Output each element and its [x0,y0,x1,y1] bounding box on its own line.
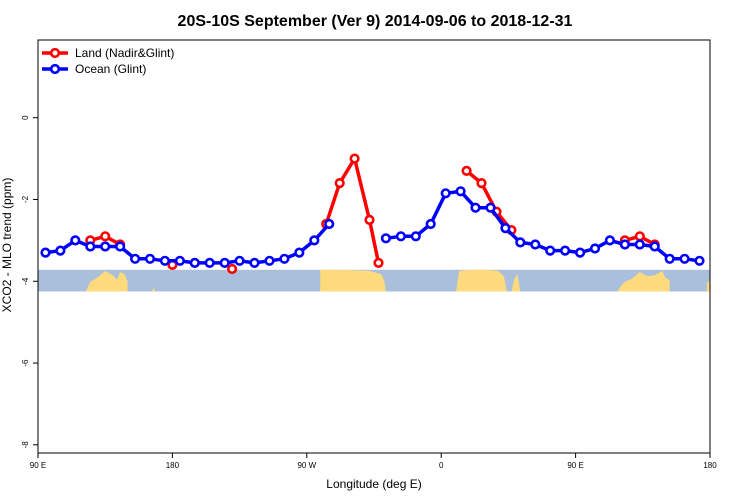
series-1-point-0-2 [70,235,81,246]
legend-label-1: Ocean (Glint) [75,62,146,76]
x-tick-label-2: 90 W [297,461,316,470]
series-1-point-1-13 [574,247,586,258]
x-axis-label: Longitude (deg E) [326,477,421,491]
series-1-point-0-17 [294,247,305,258]
series-1-point-0-5 [114,241,126,252]
map-strip-land-2 [320,269,386,292]
series-1-point-0-18 [309,235,320,246]
series-0-point-4-1 [476,178,487,189]
series-1-point-0-7 [144,253,156,264]
y-tick-label-1: -2 [21,195,30,203]
x-tick-label-1: 180 [166,461,180,470]
series-0-line-3 [324,156,381,264]
y-tick-label-4: -8 [21,441,30,449]
y-tick-label-0: 0 [21,115,30,120]
series-1-point-1-15 [604,235,616,246]
series-1-point-1-5 [455,186,466,197]
series-1-point-1-3 [425,218,436,230]
series-1-point-1-2 [410,231,421,242]
series-1-point-1-0 [380,233,392,244]
series-1 [40,186,705,269]
map-strip-land-3 [456,269,507,292]
series-1-point-0-3 [85,241,96,252]
series-1-point-0-16 [279,253,290,264]
x-tick-label-4: 90 E [567,461,583,470]
map-strip-land-0 [85,270,128,292]
series-0-point-5-1 [634,231,645,242]
legend-marker-0 [49,47,61,59]
series-1-point-0-9 [174,255,185,266]
series-1-point-1-21 [694,255,705,266]
legend: Land (Nadir&Glint) Ocean (Glint) [42,46,174,76]
series-1-point-0-8 [159,255,170,266]
series-1-point-0-4 [100,241,111,252]
y-tick-label-3: -6 [21,359,30,367]
map-strip-land-1 [151,287,155,292]
series-1-point-1-16 [619,239,631,250]
series-1-point-0-6 [130,253,141,264]
y-tick-label-2: -4 [21,277,30,285]
series-1-point-0-14 [249,257,260,269]
series-0-point-3-1 [334,178,345,189]
series-1-point-1-20 [679,253,690,264]
series-0-point-2-0 [227,263,238,275]
x-tick-label-3: 0 [439,461,444,470]
chart-title: 20S-10S September (Ver 9) 2014-09-06 to … [178,13,573,30]
x-tick-label-0: 90 E [30,461,46,470]
series-1-point-1-14 [589,243,601,254]
series-1-point-0-12 [219,257,230,269]
series-0-point-0-1 [100,231,111,242]
series-1-point-0-0 [40,247,51,258]
series-1-point-0-13 [234,255,245,266]
series-0-point-3-2 [349,153,360,164]
series-0-point-4-0 [461,165,472,176]
series-0-point-3-3 [364,214,375,225]
series-1-point-1-9 [515,237,526,248]
series-1-point-1-4 [440,188,451,199]
series-1-point-0-15 [264,255,275,266]
series-1-point-0-19 [324,218,335,230]
map-strip-land-5 [617,270,670,292]
series-1-point-1-10 [530,239,541,250]
legend-marker-1 [49,63,61,75]
plot-frame [37,39,711,454]
series-0-point-3-4 [373,257,384,269]
series-0-line-4 [465,169,513,232]
series-1-point-0-11 [204,257,215,269]
series-1-line-1 [385,189,700,263]
series-1-point-1-6 [470,202,481,213]
series-1-point-1-19 [664,253,675,264]
series-1-point-1-18 [649,241,660,252]
series-1-point-1-1 [395,231,407,242]
series-0 [85,153,660,275]
y-axis-label: XCO2 - MLO trend (ppm) [0,178,14,313]
x-tick-label-5: 180 [703,461,717,470]
series-1-point-1-11 [545,245,556,256]
series-1-point-1-17 [634,239,645,250]
map-strip-land-6 [707,280,710,292]
series-1-point-0-1 [55,245,66,256]
legend-label-0: Land (Nadir&Glint) [75,46,174,60]
series-1-point-1-7 [485,202,496,213]
series-1-point-0-10 [189,257,200,269]
plot-area: 90 E 180 90 W 0 90 E 180 0 -2 -4 -6 -8 [21,39,717,470]
map-strip-land-4 [511,274,521,292]
series-1-point-1-12 [559,245,571,256]
series-1-point-1-8 [500,223,511,234]
